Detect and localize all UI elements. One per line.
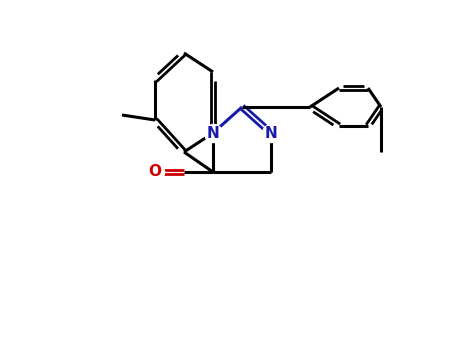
- Text: N: N: [265, 126, 278, 140]
- Text: N: N: [207, 126, 219, 140]
- Text: O: O: [148, 164, 162, 180]
